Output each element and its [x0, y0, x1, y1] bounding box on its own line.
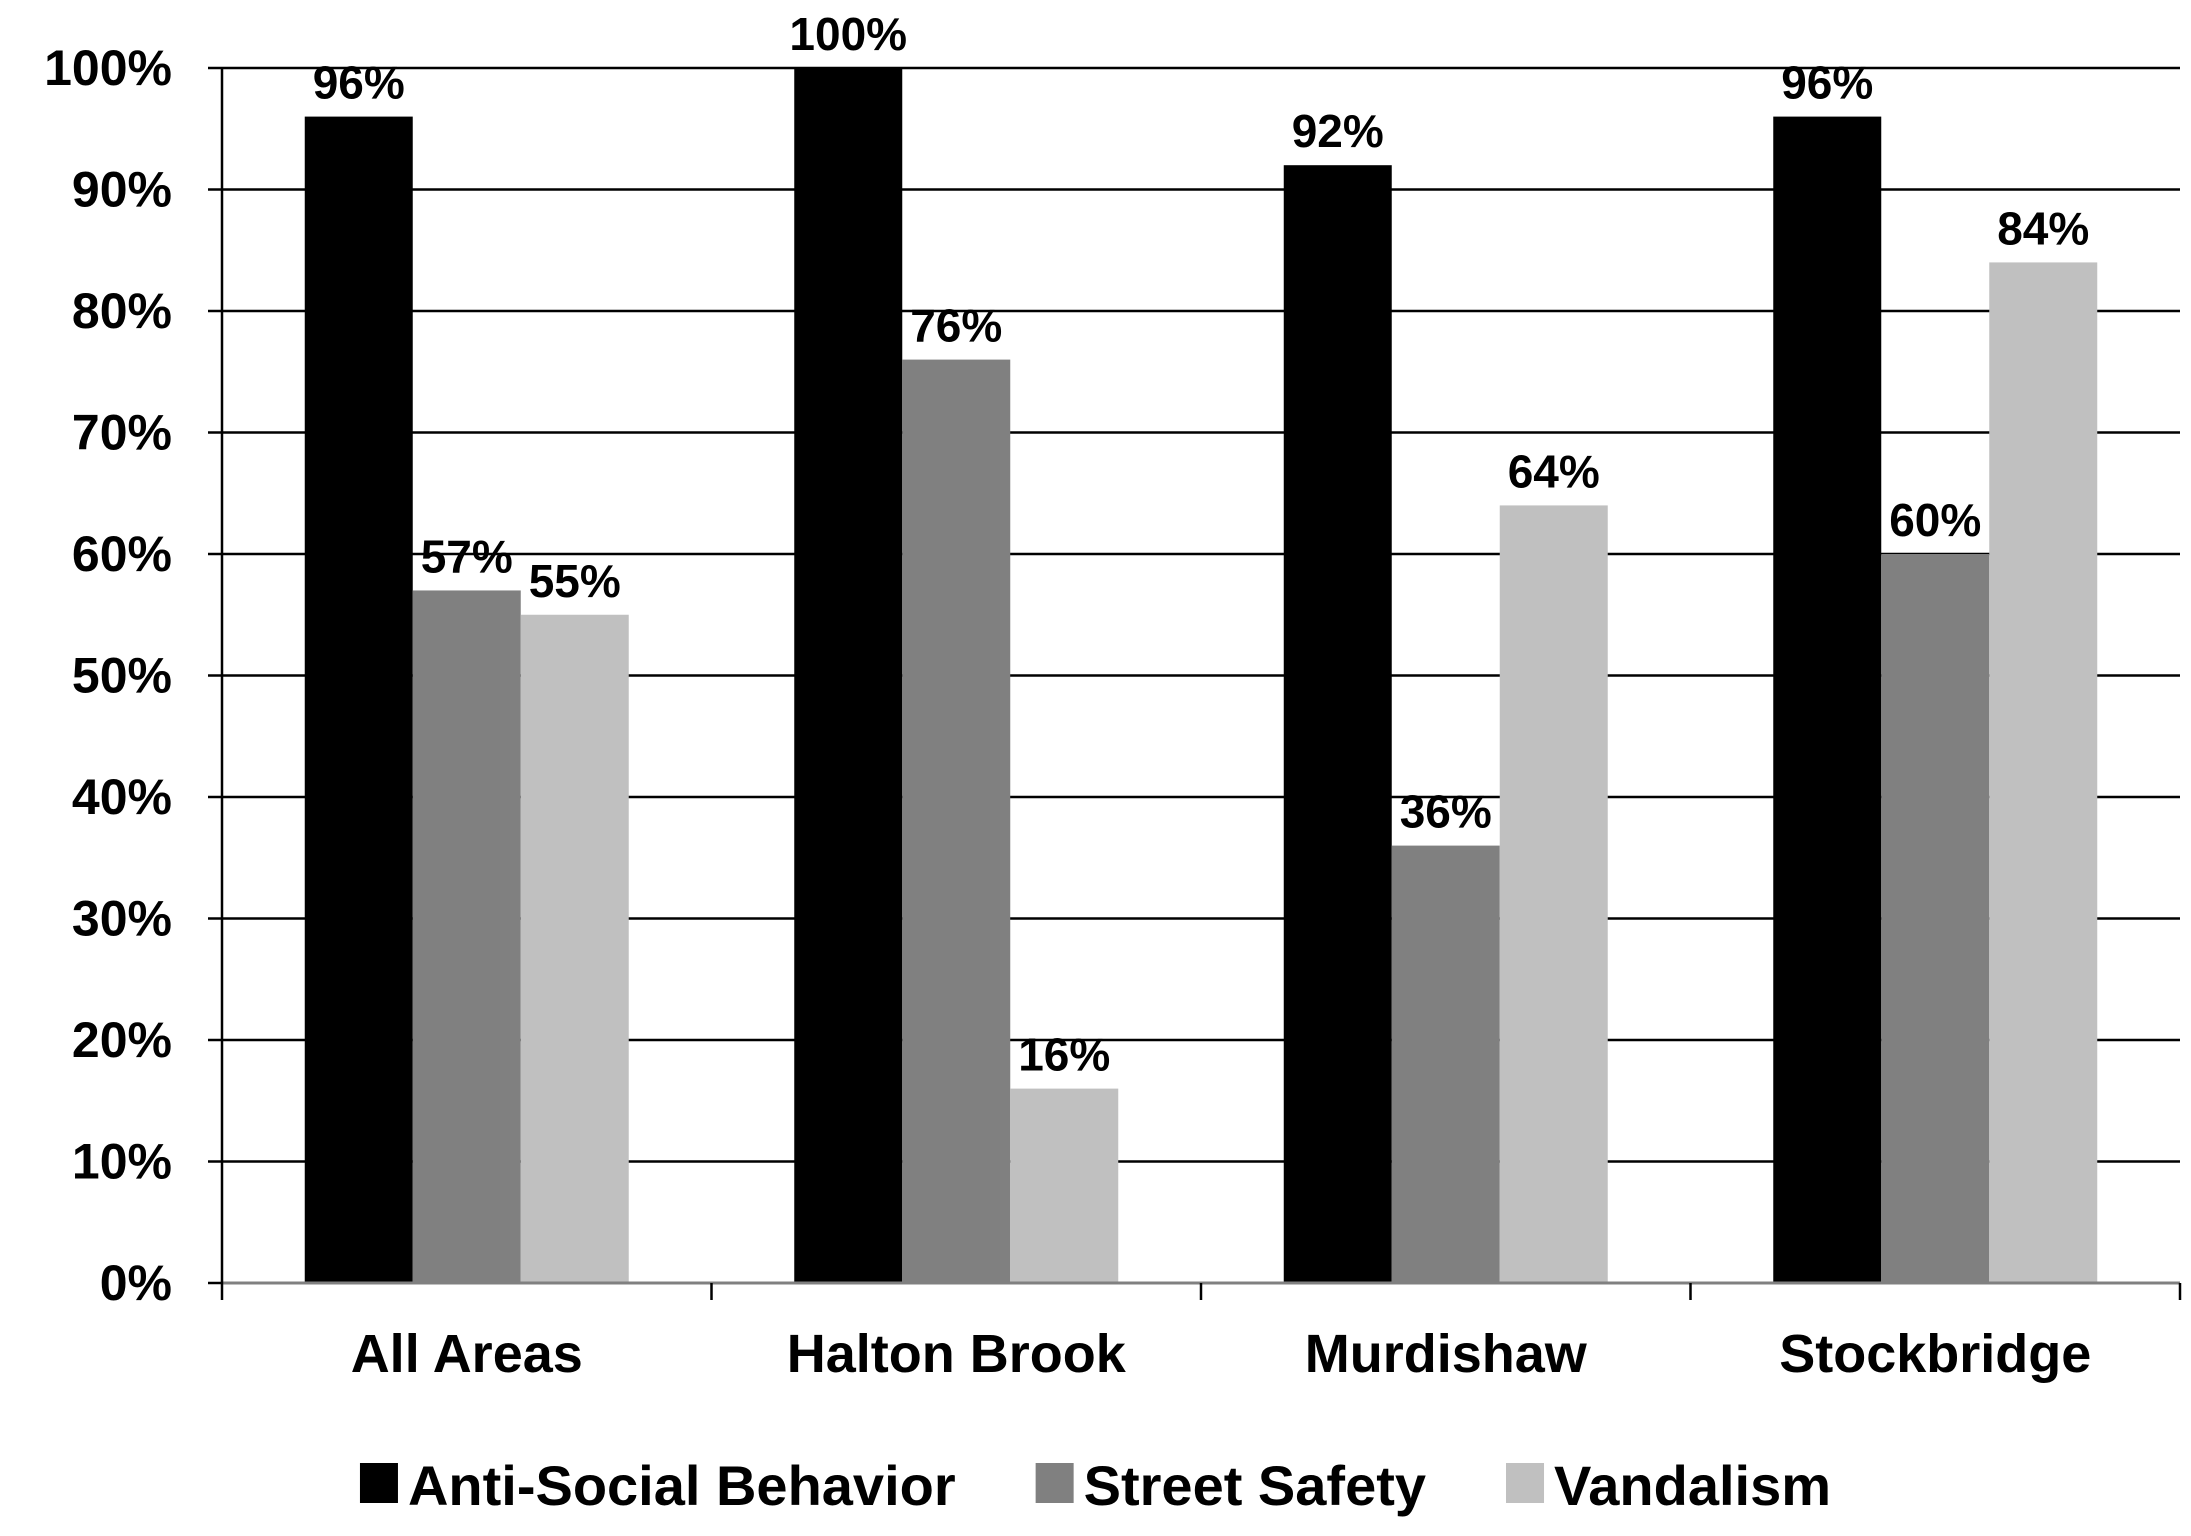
- data-label: 57%: [421, 530, 513, 582]
- y-axis-tick-label: 20%: [72, 1012, 172, 1068]
- bar: [1283, 165, 1392, 1284]
- y-axis-tick-label: 10%: [72, 1134, 172, 1190]
- bars: [304, 68, 2098, 1284]
- bar: [1989, 262, 2098, 1283]
- data-labels: 96% 100% 92% 96% 57% 76% 36% 60% 55% 16% 64% 84%: [313, 8, 2090, 1081]
- legend-label: Street Safety: [1084, 1454, 1426, 1517]
- y-axis-tick-label: 80%: [72, 283, 172, 339]
- data-label: 100%: [789, 8, 907, 60]
- legend-label: Vandalism: [1554, 1454, 1831, 1517]
- legend-label: Anti-Social Behavior: [408, 1454, 956, 1517]
- bar: [412, 590, 521, 1283]
- data-label: 96%: [1781, 57, 1873, 109]
- bar: [1499, 505, 1608, 1283]
- y-axis-tick-label: 40%: [72, 769, 172, 825]
- bar: [902, 359, 1011, 1284]
- bar: [1773, 116, 1882, 1284]
- x-axis-tick-label: Halton Brook: [787, 1324, 1127, 1384]
- axes: [208, 66, 2182, 1300]
- data-label: 76%: [910, 300, 1002, 352]
- data-label: 55%: [529, 555, 621, 607]
- y-axis-tick-label: 0%: [100, 1255, 172, 1311]
- bar: [1391, 845, 1500, 1283]
- legend-item: Anti-Social Behavior: [359, 1454, 956, 1517]
- data-label: 92%: [1292, 105, 1384, 157]
- legend-swatch: [1035, 1463, 1074, 1503]
- y-axis-tick-label: 70%: [72, 405, 172, 461]
- bar: [1010, 1088, 1119, 1283]
- bar: [794, 68, 903, 1283]
- x-axis-tick-label: Murdishaw: [1305, 1324, 1588, 1384]
- bar: [520, 614, 629, 1283]
- data-label: 64%: [1508, 445, 1600, 497]
- data-label: 16%: [1018, 1029, 1110, 1081]
- y-axis-tick-label: 100%: [44, 40, 172, 96]
- bar: [1881, 554, 1990, 1283]
- x-axis-tick-label: Stockbridge: [1779, 1324, 2091, 1384]
- y-axis-tick-label: 50%: [72, 648, 172, 704]
- legend-swatch: [1506, 1463, 1545, 1503]
- legend-swatch: [359, 1463, 398, 1503]
- data-label: 36%: [1400, 786, 1492, 838]
- x-axis-tick-label: All Areas: [351, 1324, 583, 1384]
- y-axis-tick-labels: 0% 10% 20% 30% 40% 50% 60% 70% 80% 90% 100%: [44, 40, 172, 1311]
- data-label: 96%: [313, 57, 405, 109]
- legend-item: Street Safety: [1035, 1454, 1426, 1517]
- x-axis-tick-labels: All Areas Halton Brook Murdishaw Stockbridg…: [351, 1324, 2092, 1384]
- data-label: 60%: [1889, 494, 1981, 546]
- y-axis-tick-label: 60%: [72, 526, 172, 582]
- bar: [304, 116, 413, 1284]
- y-axis-tick-label: 30%: [72, 891, 172, 947]
- data-label: 84%: [1997, 202, 2089, 254]
- y-axis-tick-label: 90%: [72, 162, 172, 218]
- legend-item: Vandalism: [1506, 1454, 1831, 1517]
- legend: Anti-Social Behavior Street Safety Vandali…: [359, 1454, 1831, 1517]
